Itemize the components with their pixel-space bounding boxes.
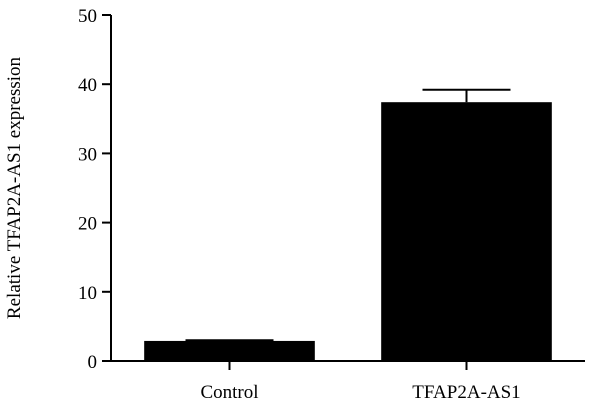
y-tick-label: 0 <box>88 352 98 373</box>
y-tick-label: 30 <box>78 144 97 165</box>
category-labels: Control TFAP2A-AS1 <box>200 382 520 403</box>
x-axis <box>111 360 585 370</box>
bar <box>144 340 315 361</box>
y-tick-label: 40 <box>78 75 97 96</box>
category-label: TFAP2A-AS1 <box>412 382 520 403</box>
category-label: Control <box>200 382 258 403</box>
y-tick-label: 20 <box>78 214 97 235</box>
bar <box>381 102 552 361</box>
y-tick-label: 50 <box>78 6 97 27</box>
bars <box>144 88 552 361</box>
y-tick-label: 10 <box>78 283 97 304</box>
y-axis: 0 10 20 30 40 50 <box>78 6 112 373</box>
y-axis-label: Relative TFAP2A-AS1 expression <box>4 56 25 319</box>
